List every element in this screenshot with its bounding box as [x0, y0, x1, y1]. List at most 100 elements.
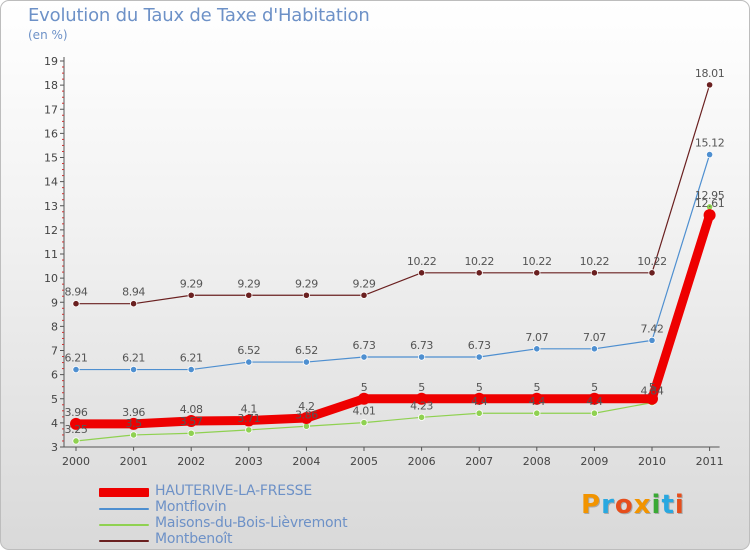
legend-swatch — [99, 508, 149, 510]
legend-label: Montflovin — [155, 499, 227, 515]
data-label-hauterive-la-fresse: 12.61 — [695, 197, 725, 210]
data-label-maisons-du-bois-lievremont: 4.4 — [586, 395, 603, 408]
data-point-montbenoit — [360, 291, 368, 299]
data-point-hauterive-la-fresse — [415, 392, 428, 405]
data-label-hauterive-la-fresse: 5 — [591, 381, 598, 394]
data-label-montbenoit: 10.22 — [580, 255, 610, 268]
x-tick-label: 2000 — [62, 455, 90, 468]
data-point-montflovin — [302, 358, 310, 366]
data-label-maisons-du-bois-lievremont: 4.23 — [410, 399, 433, 412]
data-point-hauterive-la-fresse — [70, 417, 82, 430]
data-label-maisons-du-bois-lievremont: 3.5 — [125, 417, 142, 430]
data-label-montflovin: 6.73 — [353, 339, 376, 352]
data-label-hauterive-la-fresse: 4.2 — [298, 400, 314, 413]
data-point-hauterive-la-fresse — [185, 414, 198, 427]
y-tick-label: 14 — [44, 176, 58, 189]
data-point-hauterive-la-fresse — [300, 412, 313, 425]
y-tick-label: 10 — [44, 272, 58, 285]
data-point-hauterive-la-fresse — [473, 392, 486, 405]
data-point-maisons-du-bois-lievremont — [360, 419, 368, 427]
data-label-montflovin: 6.21 — [180, 352, 203, 365]
data-label-montbenoit: 9.29 — [353, 277, 376, 290]
y-tick-label: 8 — [51, 320, 58, 333]
y-tick-label: 4 — [51, 417, 58, 430]
data-point-montbenoit — [475, 269, 483, 277]
data-point-montflovin — [72, 365, 80, 374]
data-label-maisons-du-bois-lievremont: 3.25 — [65, 423, 88, 436]
legend-swatch — [99, 540, 149, 542]
data-labels: 3.96 3.96 4.08 4.1 4.2 5 5 5 5 5 5 12.61 6.21 6.21 6.2… — [65, 67, 726, 436]
y-tick-label: 6 — [51, 369, 58, 382]
data-label-hauterive-la-fresse: 5 — [533, 381, 540, 394]
data-label-maisons-du-bois-lievremont: 12.95 — [695, 189, 725, 202]
y-tick-label: 5 — [51, 393, 58, 406]
data-point-montflovin — [417, 353, 426, 361]
proxiti-logo: Proxiti — [581, 490, 685, 520]
data-point-montflovin — [245, 358, 253, 366]
y-tick-label: 13 — [44, 200, 58, 213]
data-point-montflovin — [130, 365, 138, 374]
y-tick-label: 16 — [44, 127, 58, 140]
unit-label: (en %) — [28, 28, 68, 42]
data-point-hauterive-la-fresse — [703, 209, 716, 222]
y-tick-label: 9 — [51, 296, 58, 309]
chart-title: Evolution du Taux de Taxe d'Habitation — [28, 5, 370, 26]
y-tick-label: 18 — [44, 79, 58, 92]
y-tick-label: 12 — [44, 224, 58, 237]
data-label-montbenoit: 10.22 — [637, 255, 667, 268]
y-tick-label: 15 — [44, 152, 58, 165]
data-label-hauterive-la-fresse: 5 — [476, 381, 483, 394]
data-label-montflovin: 6.73 — [410, 339, 433, 352]
data-label-montbenoit: 18.01 — [695, 67, 725, 80]
x-tick-label: 2011 — [696, 455, 724, 468]
data-label-hauterive-la-fresse: 5 — [649, 381, 656, 394]
data-label-montflovin: 6.52 — [237, 344, 260, 357]
data-label-hauterive-la-fresse: 5 — [361, 381, 368, 394]
data-point-hauterive-la-fresse — [530, 392, 543, 405]
data-label-montflovin: 7.42 — [641, 322, 664, 335]
x-tick-label: 2004 — [292, 455, 320, 468]
y-tick-label: 19 — [44, 55, 58, 68]
series-line-montflovin — [75, 154, 711, 371]
x-tick-label: 2008 — [523, 455, 551, 468]
data-label-hauterive-la-fresse: 3.96 — [65, 406, 88, 419]
data-label-montflovin: 6.73 — [468, 339, 491, 352]
data-point-maisons-du-bois-lievremont — [187, 429, 195, 437]
data-point-montbenoit — [705, 81, 714, 89]
data-label-montbenoit: 10.22 — [464, 255, 494, 268]
data-point-hauterive-la-fresse — [127, 417, 140, 430]
legend-label: HAUTERIVE-LA-FRESSE — [155, 483, 312, 499]
data-label-hauterive-la-fresse: 3.96 — [122, 406, 145, 419]
legend-swatch — [99, 488, 149, 497]
y-tick-label: 7 — [51, 345, 58, 358]
data-label-montflovin: 7.07 — [525, 331, 548, 344]
data-label-montbenoit: 9.29 — [295, 277, 318, 290]
data-point-montflovin — [187, 365, 195, 374]
x-tick-label: 2001 — [120, 455, 148, 468]
data-point-hauterive-la-fresse — [646, 392, 658, 405]
data-label-maisons-du-bois-lievremont: 4.4 — [471, 395, 488, 408]
data-point-hauterive-la-fresse — [358, 392, 370, 405]
data-point-maisons-du-bois-lievremont — [130, 431, 138, 439]
x-tick-label: 2009 — [580, 455, 608, 468]
data-label-montflovin: 6.52 — [295, 344, 318, 357]
data-label-maisons-du-bois-lievremont: 3.86 — [295, 408, 318, 421]
data-label-montflovin: 6.21 — [65, 352, 88, 365]
data-label-hauterive-la-fresse: 4.08 — [180, 403, 203, 416]
x-tick-label: 2010 — [638, 455, 666, 468]
data-label-maisons-du-bois-lievremont: 4.84 — [641, 385, 664, 398]
data-point-montflovin — [590, 345, 599, 353]
data-point-hauterive-la-fresse — [588, 392, 601, 405]
axes: 3 4 5 6 7 8 9 10 11 12 13 14 15 16 17 18 19 2000 2001 2002 2… — [44, 55, 724, 468]
series-line-maisons-du-bois-lievremont — [75, 206, 711, 442]
data-point-montbenoit — [648, 269, 656, 277]
data-point-montbenoit — [533, 269, 541, 277]
data-point-montbenoit — [245, 291, 253, 299]
legend-label: Maisons-du-Bois-Lièvremont — [155, 515, 348, 531]
data-point-montbenoit — [417, 269, 426, 277]
x-tick-label: 2002 — [177, 455, 205, 468]
series-line-montbenoit — [75, 84, 711, 305]
x-tick-label: 2007 — [465, 455, 493, 468]
